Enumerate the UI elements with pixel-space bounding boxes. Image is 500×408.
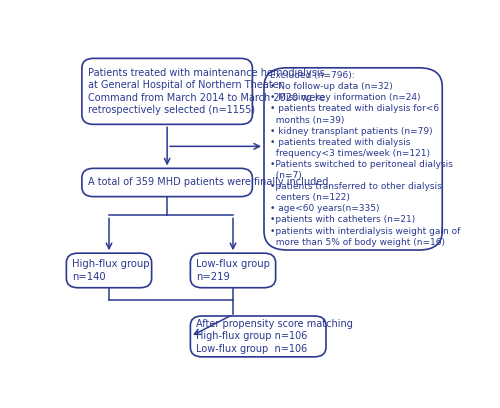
FancyBboxPatch shape [82, 58, 252, 124]
FancyBboxPatch shape [190, 316, 326, 357]
Text: High-flux group
n=140: High-flux group n=140 [72, 259, 150, 282]
FancyBboxPatch shape [264, 68, 442, 250]
FancyBboxPatch shape [66, 253, 152, 288]
FancyBboxPatch shape [190, 253, 276, 288]
Text: After propensity score matching
High-flux group n=106
Low-flux group  n=106: After propensity score matching High-flu… [196, 319, 353, 354]
Text: Patients treated with maintenance hemodialysis
at General Hospital of Northern T: Patients treated with maintenance hemodi… [88, 68, 324, 115]
Text: Low-flux group
n=219: Low-flux group n=219 [196, 259, 270, 282]
Text: Excluded (n=796):
• No follow-up data (n=32)
• Missing key information (n=24)
• : Excluded (n=796): • No follow-up data (n… [270, 71, 460, 247]
Text: A total of 359 MHD patients were finally included: A total of 359 MHD patients were finally… [88, 177, 328, 188]
FancyBboxPatch shape [82, 169, 252, 197]
